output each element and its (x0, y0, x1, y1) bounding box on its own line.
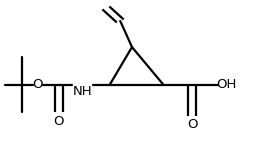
Text: O: O (187, 118, 197, 131)
Text: OH: OH (216, 78, 236, 91)
Text: NH: NH (73, 85, 92, 98)
Text: O: O (33, 78, 43, 91)
Text: O: O (54, 115, 64, 128)
